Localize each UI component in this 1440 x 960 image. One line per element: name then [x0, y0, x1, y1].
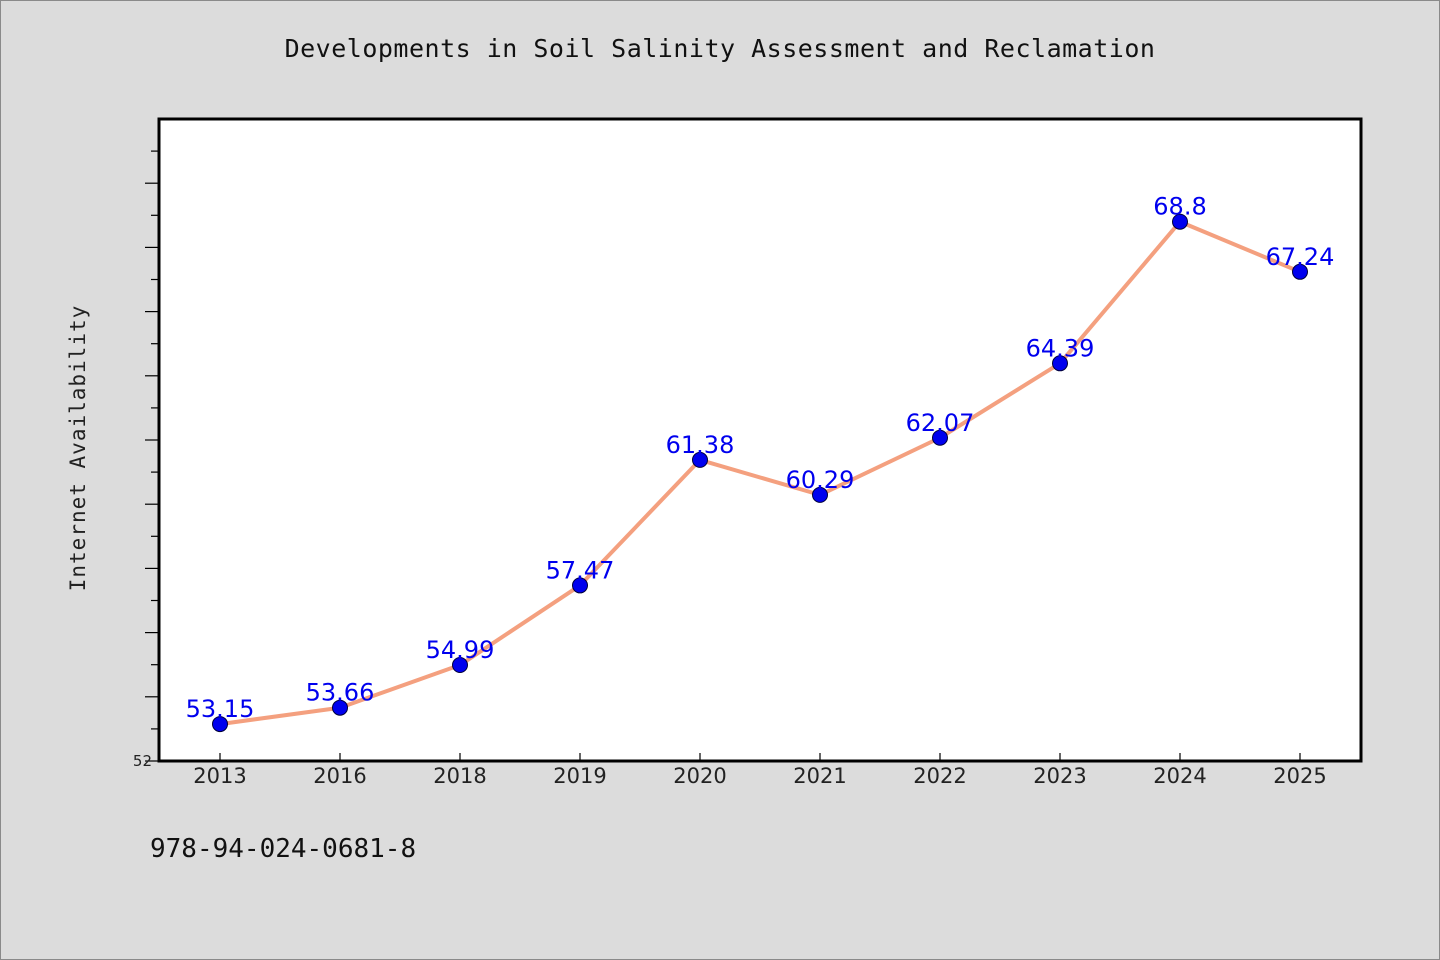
data-point — [452, 657, 468, 674]
series-markers — [212, 213, 1308, 733]
x-tick-label: 2025 — [1273, 764, 1326, 788]
data-label: 54.99 — [426, 636, 495, 664]
y-tick-label: 52 — [133, 752, 152, 770]
data-label: 60.29 — [786, 466, 855, 494]
x-tick-label: 2019 — [553, 764, 606, 788]
x-tick-label: 2022 — [913, 764, 966, 788]
chart-title: Developments in Soil Salinity Assessment… — [284, 34, 1156, 63]
data-point — [932, 429, 948, 446]
data-labels: 53.15 53.66 54.99 57.47 61.38 60.29 62.07 64.39… — [186, 193, 1335, 723]
footer-isbn: 978-94-024-0681-8 — [150, 834, 417, 864]
x-tick-label: 2021 — [793, 764, 846, 788]
series-line — [219, 219, 1301, 727]
data-point — [1292, 263, 1308, 280]
x-tick-label: 2013 — [193, 764, 246, 788]
data-point — [692, 451, 708, 468]
data-point — [1172, 213, 1188, 230]
data-label: 61.38 — [666, 431, 735, 459]
plot-area — [157, 117, 1363, 763]
data-label: 67.24 — [1266, 243, 1335, 271]
x-tick-label: 2020 — [673, 764, 726, 788]
data-label: 64.39 — [1026, 334, 1095, 362]
data-point — [812, 486, 828, 503]
data-point — [572, 577, 588, 594]
x-tick-label: 2018 — [433, 764, 486, 788]
x-axis: 2013 2016 2018 2019 2020 2021 2022 2023 2024 2025 — [193, 753, 1327, 788]
data-label: 62.07 — [906, 409, 975, 437]
data-label: 53.66 — [306, 679, 375, 707]
x-tick-label: 2024 — [1153, 764, 1206, 788]
data-point — [212, 716, 228, 733]
data-label: 53.15 — [186, 695, 255, 723]
x-tick-label: 2023 — [1033, 764, 1086, 788]
data-point — [332, 699, 348, 716]
data-point — [1052, 355, 1068, 372]
x-tick-label: 2016 — [313, 764, 366, 788]
y-axis-ticks: 52 — [133, 150, 159, 770]
data-label: 68.8 — [1153, 193, 1206, 221]
data-label: 57.47 — [546, 556, 615, 584]
